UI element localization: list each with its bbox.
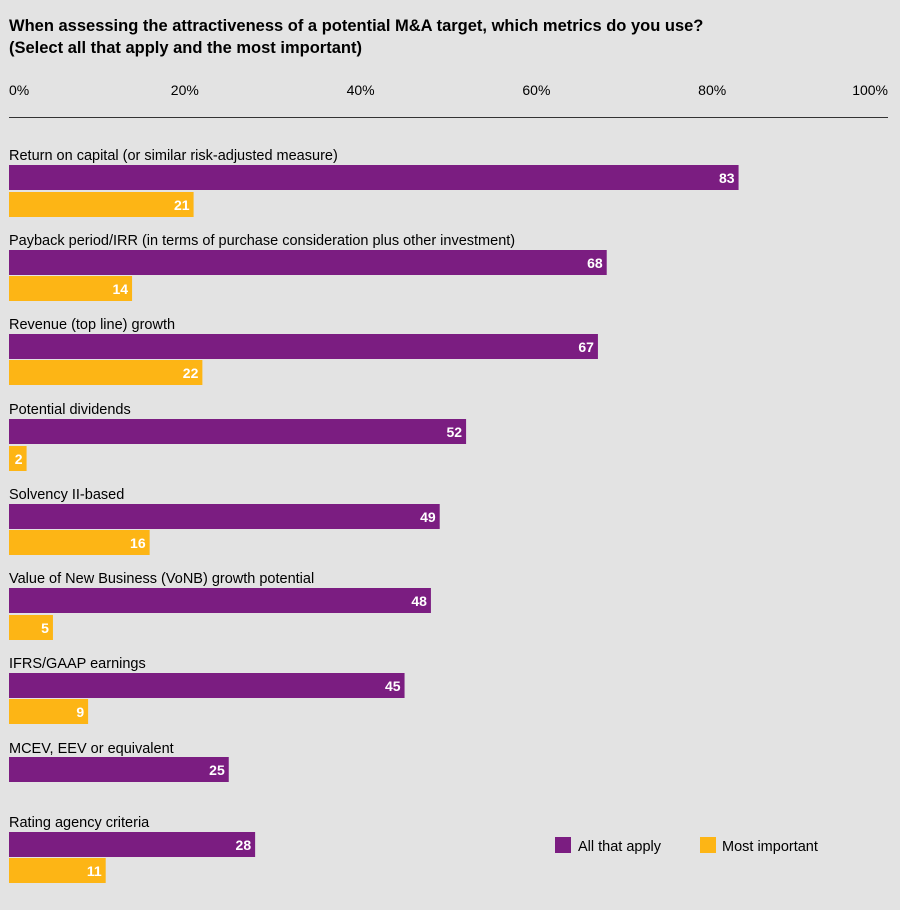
data-label: 52 — [447, 424, 463, 440]
legend-item-all-that-apply: All that apply — [555, 837, 662, 855]
data-label: 67 — [578, 339, 594, 355]
data-label: 25 — [209, 762, 225, 778]
x-axis-ticks: 0% 20% 40% 60% 80% 100% — [9, 82, 888, 98]
data-label: 68 — [587, 255, 603, 271]
bar-all-that-apply — [9, 588, 431, 613]
category-label: Solvency II-based — [9, 487, 124, 503]
x-tick-label: 100% — [852, 82, 888, 98]
category-label: Revenue (top line) growth — [9, 317, 175, 333]
x-tick-label: 40% — [347, 82, 375, 98]
bar-most-important — [9, 360, 203, 385]
bar-group-ifrs-gaap-earnings: IFRS/GAAP earnings 45 9 — [9, 656, 405, 724]
category-label: Value of New Business (VoNB) growth pote… — [9, 571, 314, 587]
x-tick-label: 0% — [9, 82, 29, 98]
bar-most-important — [9, 615, 53, 640]
category-label: Rating agency criteria — [9, 815, 150, 831]
bar-all-that-apply — [9, 250, 607, 275]
bar-all-that-apply — [9, 165, 739, 190]
bar-most-important — [9, 192, 194, 217]
bar-all-that-apply — [9, 757, 229, 782]
x-tick-label: 20% — [171, 82, 199, 98]
bar-group-solvency-ii-based: Solvency II-based 49 16 — [9, 487, 440, 555]
bar-most-important — [9, 276, 133, 301]
category-label: IFRS/GAAP earnings — [9, 656, 146, 672]
category-label: Potential dividends — [9, 402, 131, 418]
data-label: 14 — [112, 281, 128, 297]
bar-group-return-on-capital-or-similar-risk-adjusted-measure: Return on capital (or similar risk-adjus… — [9, 148, 739, 217]
x-tick-label: 80% — [698, 82, 726, 98]
legend-label: All that apply — [578, 839, 662, 855]
bar-most-important — [9, 446, 27, 471]
bar-group-value-of-new-business-vonb-growth-potential: Value of New Business (VoNB) growth pote… — [9, 571, 431, 640]
data-label: 16 — [130, 535, 146, 551]
bar-groups: Return on capital (or similar risk-adjus… — [9, 148, 739, 883]
data-label: 48 — [411, 593, 427, 609]
bar-group-rating-agency-criteria: Rating agency criteria 28 11 — [9, 815, 256, 883]
x-tick-label: 60% — [522, 82, 550, 98]
bar-most-important — [9, 858, 106, 883]
data-label: 22 — [183, 365, 199, 381]
data-label: 5 — [41, 620, 49, 636]
category-label: Payback period/IRR (in terms of purchase… — [9, 233, 515, 249]
data-label: 11 — [87, 863, 102, 879]
bar-all-that-apply — [9, 832, 256, 857]
legend-label: Most important — [722, 839, 818, 855]
bar-all-that-apply — [9, 504, 440, 529]
bar-group-payback-period-irr-in-terms-of-purchase-consideration-plus-other-investment: Payback period/IRR (in terms of purchase… — [9, 233, 607, 301]
bar-all-that-apply — [9, 334, 598, 359]
bar-group-mcev-eev-or-equivalent: MCEV, EEV or equivalent 25 — [9, 741, 229, 782]
chart-title: When assessing the attractiveness of a p… — [9, 17, 703, 35]
bar-all-that-apply — [9, 419, 467, 444]
bar-group-revenue-top-line-growth: Revenue (top line) growth 67 22 — [9, 317, 598, 385]
bar-most-important — [9, 699, 89, 724]
chart-subtitle: (Select all that apply and the most impo… — [9, 39, 362, 57]
data-label: 45 — [385, 678, 401, 694]
legend-swatch — [700, 837, 716, 853]
data-label: 28 — [236, 837, 252, 853]
legend: All that apply Most important — [555, 837, 818, 855]
data-label: 9 — [76, 704, 84, 720]
bar-all-that-apply — [9, 673, 405, 698]
category-label: MCEV, EEV or equivalent — [9, 741, 174, 757]
data-label: 21 — [174, 197, 190, 213]
bar-most-important — [9, 530, 150, 555]
data-label: 49 — [420, 509, 436, 525]
category-label: Return on capital (or similar risk-adjus… — [9, 148, 338, 164]
legend-item-most-important: Most important — [700, 837, 818, 855]
data-label: 2 — [15, 451, 23, 467]
data-label: 83 — [719, 170, 735, 186]
bar-group-potential-dividends: Potential dividends 52 2 — [9, 402, 467, 471]
legend-swatch — [555, 837, 571, 853]
